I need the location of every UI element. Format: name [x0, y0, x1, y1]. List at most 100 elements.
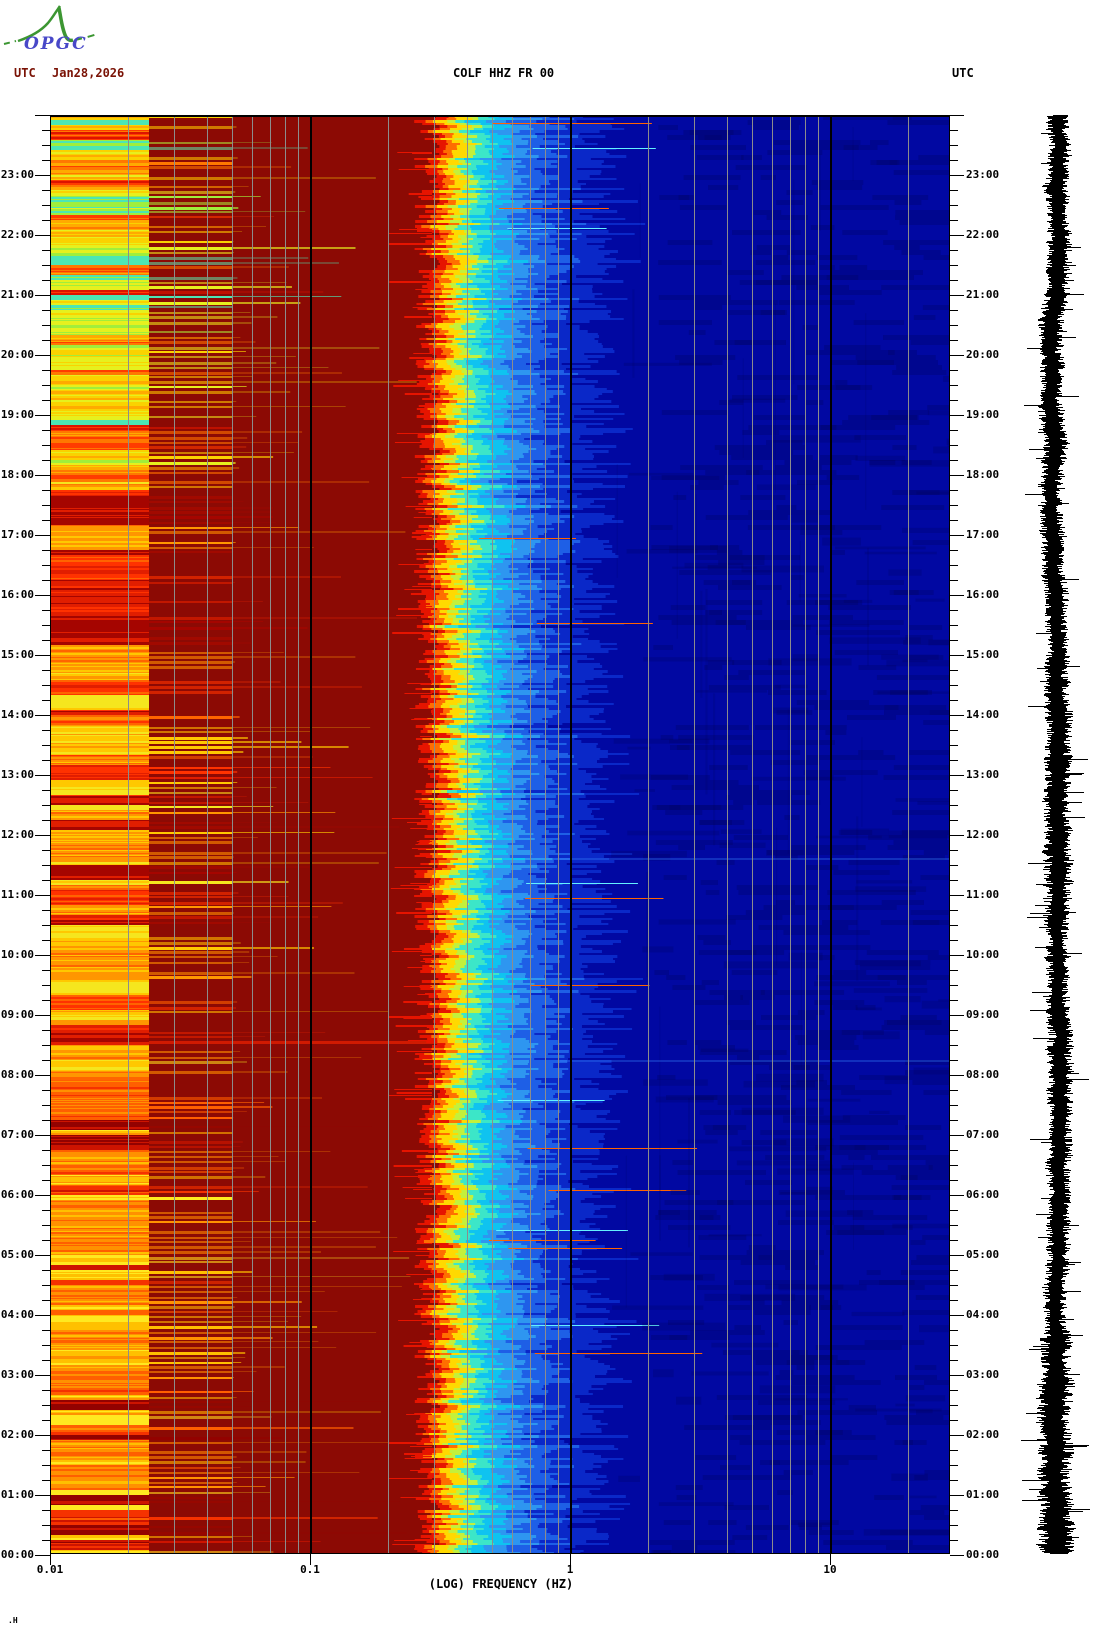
time-tick: [950, 145, 958, 146]
time-tick: [35, 655, 50, 656]
time-label-left: 16:00: [0, 588, 34, 601]
time-tick: [950, 1165, 958, 1166]
utc-label-left: UTC: [14, 66, 36, 80]
time-label-left: 03:00: [0, 1368, 34, 1381]
time-tick: [950, 1015, 964, 1016]
time-tick: [42, 1105, 50, 1106]
frequency-axis-label: (LOG) FREQUENCY (HZ): [428, 1577, 574, 1591]
time-label-right: 11:00: [966, 888, 1000, 901]
time-label-right: 21:00: [966, 288, 1000, 301]
time-tick: [950, 1525, 958, 1526]
time-tick: [35, 295, 50, 296]
time-tick: [42, 565, 50, 566]
time-tick: [950, 970, 958, 971]
time-tick: [950, 1030, 958, 1031]
time-label-right: 13:00: [966, 768, 1000, 781]
time-tick: [950, 835, 964, 836]
time-tick: [42, 745, 50, 746]
time-tick: [42, 370, 50, 371]
time-tick: [950, 475, 964, 476]
time-tick: [42, 310, 50, 311]
time-tick: [950, 1405, 958, 1406]
time-tick: [42, 265, 50, 266]
time-tick: [42, 1225, 50, 1226]
time-tick: [35, 775, 50, 776]
logo-curve-fall: [57, 7, 74, 43]
time-label-right: 22:00: [966, 228, 1000, 241]
freq-tick: [310, 1554, 311, 1565]
time-tick: [42, 505, 50, 506]
time-tick: [35, 895, 50, 896]
time-tick: [42, 610, 50, 611]
time-tick: [950, 265, 958, 266]
time-tick: [950, 925, 958, 926]
time-label-right: 09:00: [966, 1008, 1000, 1021]
time-label-left: 01:00: [0, 1488, 34, 1501]
time-label-right: 01:00: [966, 1488, 1000, 1501]
time-label-right: 05:00: [966, 1248, 1000, 1261]
time-tick: [950, 190, 958, 191]
time-tick: [42, 1345, 50, 1346]
time-tick: [42, 250, 50, 251]
time-tick: [950, 520, 958, 521]
time-tick: [35, 415, 50, 416]
time-tick: [950, 1345, 958, 1346]
time-label-right: 17:00: [966, 528, 1000, 541]
time-tick: [42, 1420, 50, 1421]
time-tick: [950, 415, 964, 416]
time-tick: [950, 880, 958, 881]
time-tick: [950, 1450, 958, 1451]
time-tick: [42, 340, 50, 341]
time-tick: [950, 1225, 958, 1226]
time-tick: [42, 1330, 50, 1331]
time-label-left: 10:00: [0, 948, 34, 961]
logo-curve-dash-left: [3, 40, 17, 45]
time-label-right: 03:00: [966, 1368, 1000, 1381]
plot-title: COLF HHZ FR 00: [453, 66, 555, 80]
time-tick: [950, 730, 958, 731]
seismogram-trace-canvas: [1003, 114, 1102, 1555]
time-label-left: 08:00: [0, 1068, 34, 1081]
time-tick: [950, 385, 958, 386]
time-tick: [950, 445, 958, 446]
time-tick: [42, 1450, 50, 1451]
time-tick: [950, 895, 964, 896]
time-tick: [950, 850, 958, 851]
time-tick: [950, 1150, 958, 1151]
time-label-left: 02:00: [0, 1428, 34, 1441]
time-label-right: 08:00: [966, 1068, 1000, 1081]
time-tick: [950, 790, 958, 791]
time-tick: [950, 1465, 958, 1466]
time-tick: [35, 535, 50, 536]
time-tick: [950, 1555, 964, 1556]
time-tick: [42, 490, 50, 491]
time-tick: [42, 625, 50, 626]
time-tick: [42, 1045, 50, 1046]
time-tick: [950, 595, 964, 596]
time-tick: [950, 250, 958, 251]
time-tick: [42, 1090, 50, 1091]
time-tick: [950, 565, 958, 566]
time-tick: [950, 1090, 958, 1091]
time-tick: [35, 1375, 50, 1376]
time-tick: [42, 760, 50, 761]
time-tick: [950, 115, 964, 116]
time-label-right: 16:00: [966, 588, 1000, 601]
time-tick: [42, 1240, 50, 1241]
freq-tick-label: 0.1: [300, 1563, 320, 1576]
time-tick: [950, 1375, 964, 1376]
time-tick: [950, 505, 958, 506]
time-label-right: 18:00: [966, 468, 1000, 481]
time-tick: [35, 1495, 50, 1496]
time-tick: [950, 640, 958, 641]
time-tick: [42, 820, 50, 821]
time-tick: [42, 190, 50, 191]
time-tick: [42, 130, 50, 131]
time-tick: [950, 655, 964, 656]
time-tick: [35, 115, 50, 116]
time-tick: [950, 400, 958, 401]
time-label-left: 21:00: [0, 288, 34, 301]
time-tick: [42, 1150, 50, 1151]
time-tick: [42, 1300, 50, 1301]
time-label-right: 19:00: [966, 408, 1000, 421]
